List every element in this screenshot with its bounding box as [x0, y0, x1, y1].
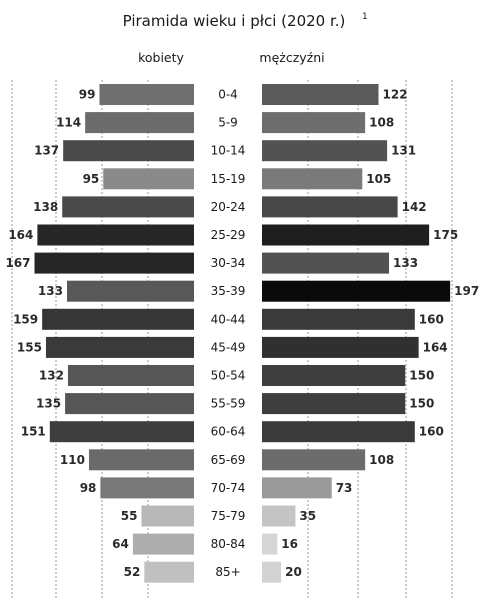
value-label-women-45-49: 155 [17, 340, 42, 354]
value-label-men-85+: 20 [285, 565, 302, 579]
bar-men-15-19 [262, 168, 363, 190]
age-group-label-15-19: 15-19 [211, 172, 246, 186]
age-group-label-70-74: 70-74 [211, 481, 246, 495]
bar-women-40-44 [42, 308, 194, 330]
bar-men-65-69 [262, 449, 366, 471]
value-label-men-30-34: 133 [393, 256, 418, 270]
age-group-label-0-4: 0-4 [218, 88, 238, 102]
value-label-women-30-34: 167 [5, 256, 30, 270]
age-group-label-30-34: 30-34 [211, 256, 246, 270]
bar-women-60-64 [49, 421, 194, 443]
value-label-men-40-44: 160 [419, 312, 444, 326]
value-label-women-0-4: 99 [79, 88, 96, 102]
value-label-women-55-59: 135 [36, 397, 61, 411]
age-group-label-20-24: 20-24 [211, 200, 246, 214]
value-label-women-85+: 52 [124, 565, 141, 579]
value-label-women-20-24: 138 [33, 200, 58, 214]
value-label-men-35-39: 197 [454, 284, 479, 298]
bar-women-65-69 [88, 449, 194, 471]
bar-women-5-9 [85, 112, 194, 134]
bar-men-40-44 [262, 308, 415, 330]
bar-women-75-79 [141, 505, 194, 527]
age-group-label-10-14: 10-14 [211, 144, 246, 158]
value-label-women-40-44: 159 [13, 312, 38, 326]
bar-men-10-14 [262, 140, 388, 162]
age-group-label-75-79: 75-79 [211, 509, 246, 523]
value-label-women-70-74: 98 [80, 481, 97, 495]
bar-women-45-49 [45, 336, 194, 358]
bar-men-55-59 [262, 393, 406, 415]
value-label-women-5-9: 114 [56, 116, 81, 130]
age-group-label-35-39: 35-39 [211, 284, 246, 298]
value-label-women-10-14: 137 [34, 144, 59, 158]
bar-women-35-39 [66, 280, 194, 302]
bar-men-50-54 [262, 365, 406, 386]
bar-men-35-39 [262, 280, 451, 302]
value-label-men-10-14: 131 [391, 144, 416, 158]
bar-men-75-79 [262, 505, 296, 527]
value-label-women-75-79: 55 [121, 509, 138, 523]
legend-label-men: mężczyźni [259, 50, 324, 65]
value-label-women-65-69: 110 [60, 453, 85, 467]
bar-women-25-29 [37, 224, 194, 246]
age-group-label-60-64: 60-64 [211, 425, 246, 439]
bar-women-85+ [144, 561, 194, 583]
value-label-men-20-24: 142 [402, 200, 427, 214]
age-group-label-65-69: 65-69 [211, 453, 246, 467]
bar-men-85+ [262, 561, 282, 583]
value-label-men-45-49: 164 [423, 340, 448, 354]
bars-layer: 99 122 0-4 114 108 5-9 137 131 10-14 95 105 15-19 13… [5, 84, 479, 583]
bar-men-20-24 [262, 196, 398, 218]
age-group-label-85+: 85+ [215, 565, 240, 579]
bar-women-70-74 [100, 477, 194, 499]
bar-women-0-4 [99, 84, 194, 105]
bar-men-0-4 [262, 84, 379, 105]
value-label-women-25-29: 164 [8, 228, 33, 242]
value-label-men-60-64: 160 [419, 425, 444, 439]
bar-men-80-84 [262, 533, 278, 555]
value-label-women-50-54: 132 [39, 369, 64, 383]
chart-title: Piramida wieku i płci (2020 r.) [123, 12, 346, 30]
value-label-women-80-84: 64 [112, 537, 129, 551]
legend-label-women: kobiety [138, 50, 184, 65]
value-label-women-60-64: 151 [21, 425, 46, 439]
bar-women-80-84 [132, 533, 194, 555]
bar-women-30-34 [34, 252, 194, 274]
bar-women-15-19 [103, 168, 194, 190]
value-label-women-15-19: 95 [83, 172, 100, 186]
value-label-men-50-54: 150 [409, 369, 434, 383]
age-group-label-40-44: 40-44 [211, 312, 246, 326]
age-group-label-25-29: 25-29 [211, 228, 246, 242]
value-label-men-5-9: 108 [369, 116, 394, 130]
value-label-men-65-69: 108 [369, 453, 394, 467]
age-group-label-55-59: 55-59 [211, 397, 246, 411]
bar-women-55-59 [65, 393, 194, 415]
value-label-men-55-59: 150 [409, 397, 434, 411]
bar-men-45-49 [262, 336, 419, 358]
value-label-women-35-39: 133 [38, 284, 63, 298]
age-group-label-80-84: 80-84 [211, 537, 246, 551]
bar-women-50-54 [67, 365, 194, 386]
chart-title-superscript: 1 [362, 12, 368, 22]
age-group-label-50-54: 50-54 [211, 369, 246, 383]
age-group-label-45-49: 45-49 [211, 340, 246, 354]
value-label-men-80-84: 16 [281, 537, 298, 551]
value-label-men-75-79: 35 [299, 509, 316, 523]
bar-women-10-14 [63, 140, 194, 162]
bar-men-60-64 [262, 421, 415, 443]
bar-men-5-9 [262, 112, 366, 134]
value-label-men-70-74: 73 [336, 481, 353, 495]
value-label-men-0-4: 122 [383, 88, 408, 102]
bar-men-30-34 [262, 252, 390, 274]
value-label-men-25-29: 175 [433, 228, 458, 242]
age-group-label-5-9: 5-9 [218, 116, 238, 130]
bar-men-70-74 [262, 477, 332, 499]
bar-women-20-24 [62, 196, 195, 218]
bar-men-25-29 [262, 224, 430, 246]
value-label-men-15-19: 105 [366, 172, 391, 186]
